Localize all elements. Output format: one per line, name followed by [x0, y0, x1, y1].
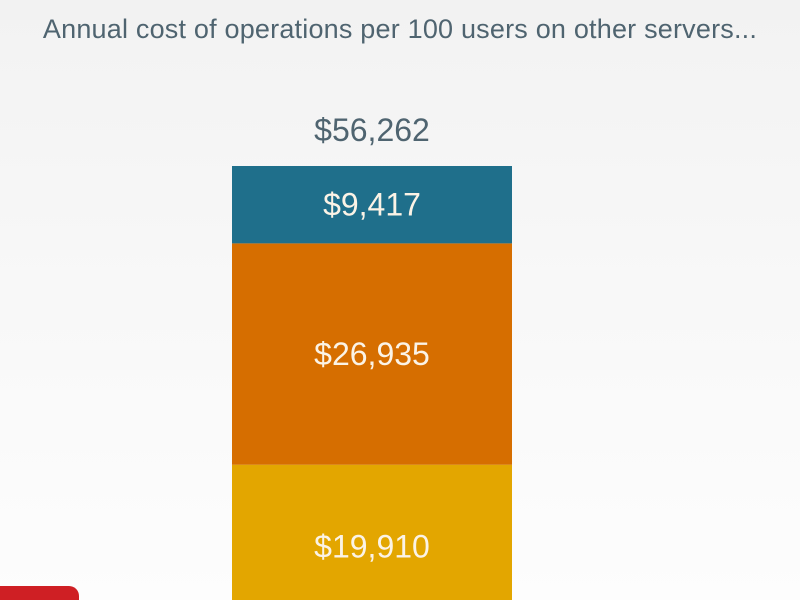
chart-title: Annual cost of operations per 100 users … — [42, 14, 758, 44]
segment-value-label-1: $19,910 — [314, 529, 430, 565]
bar-segment-1 — [232, 464, 512, 600]
bar-segment-3 — [232, 166, 512, 244]
corner-tab[interactable] — [0, 586, 79, 600]
segment-value-label-3: $9,417 — [323, 187, 421, 223]
bar-segment-2 — [232, 243, 512, 465]
segment-value-label-2: $26,935 — [314, 336, 430, 372]
stack-total-label: $56,262 — [314, 112, 430, 148]
